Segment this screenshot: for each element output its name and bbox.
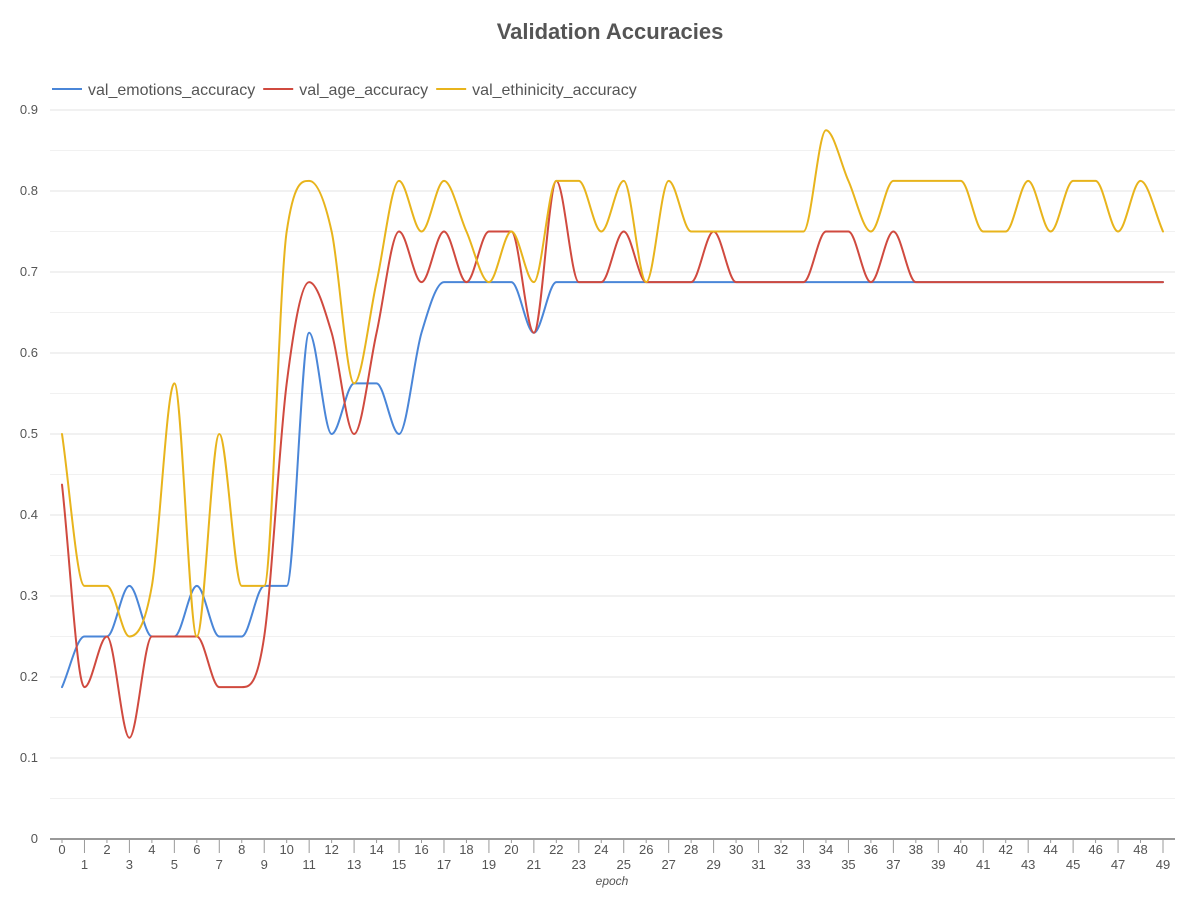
- x-tick-label: 26: [639, 842, 653, 857]
- x-tick-label: 40: [954, 842, 968, 857]
- gridlines: [50, 109, 1175, 799]
- legend: val_emotions_accuracy val_age_accuracy val…: [52, 82, 637, 99]
- x-tick-label: 17: [437, 857, 451, 872]
- x-tick-label: 22: [549, 842, 563, 857]
- x-tick-label: 11: [302, 857, 316, 872]
- x-tick-label: 44: [1043, 842, 1057, 857]
- x-tick-label: 5: [171, 857, 178, 872]
- y-tick-label: 0.4: [20, 507, 38, 522]
- x-tick-label: 41: [976, 857, 990, 872]
- x-tick-label: 13: [347, 857, 361, 872]
- x-tick-label: 43: [1021, 857, 1035, 872]
- x-tick-label: 33: [796, 857, 810, 872]
- x-tick-label: 2: [103, 842, 110, 857]
- x-tick-label: 34: [819, 842, 833, 857]
- y-tick-label: 0.9: [20, 102, 38, 117]
- x-tick-label: 20: [504, 842, 518, 857]
- series-line-val-age-accuracy: [61, 179, 1164, 739]
- x-tick-label: 47: [1111, 857, 1125, 872]
- x-tick-label: 18: [459, 842, 473, 857]
- x-tick-label: 32: [774, 842, 788, 857]
- x-tick-label: 46: [1088, 842, 1102, 857]
- x-tick-label: 25: [617, 857, 631, 872]
- chart-title: Validation Accuracies: [497, 19, 724, 44]
- y-tick-label: 0.7: [20, 264, 38, 279]
- x-tick-label: 15: [392, 857, 406, 872]
- y-tick-label: 0: [31, 831, 38, 846]
- x-tick-label: 42: [998, 842, 1012, 857]
- x-axis-label: epoch: [596, 874, 629, 888]
- x-tick-label: 38: [909, 842, 923, 857]
- x-tick-label: 1: [81, 857, 88, 872]
- x-tick-label: 6: [193, 842, 200, 857]
- x-tick-label: 10: [279, 842, 293, 857]
- x-tick-label: 45: [1066, 857, 1080, 872]
- y-tick-label: 0.3: [20, 588, 38, 603]
- x-tick-label: 28: [684, 842, 698, 857]
- series-lines: [61, 129, 1164, 739]
- y-axis: 0 0.1 0.2 0.3 0.4 0.5 0.6 0.7 0.8 0.9: [20, 102, 38, 846]
- y-tick-label: 0.2: [20, 669, 38, 684]
- x-tick-label: 21: [527, 857, 541, 872]
- x-tick-label: 37: [886, 857, 900, 872]
- x-tick-label: 36: [864, 842, 878, 857]
- x-tick-label: 30: [729, 842, 743, 857]
- x-tick-label: 19: [482, 857, 496, 872]
- x-tick-label: 49: [1156, 857, 1170, 872]
- x-tick-label: 8: [238, 842, 245, 857]
- y-tick-label: 0.6: [20, 345, 38, 360]
- x-tick-label: 29: [706, 857, 720, 872]
- y-tick-label: 0.8: [20, 183, 38, 198]
- x-tick-label: 7: [216, 857, 223, 872]
- x-tick-label: 0: [58, 842, 65, 857]
- x-tick-label: 48: [1133, 842, 1147, 857]
- x-tick-label: 27: [661, 857, 675, 872]
- legend-label-val-ethinicity-accuracy: val_ethinicity_accuracy: [472, 82, 637, 99]
- x-tick-label: 23: [572, 857, 586, 872]
- x-tick-label: 14: [369, 842, 383, 857]
- legend-label-val-emotions-accuracy: val_emotions_accuracy: [88, 82, 255, 99]
- x-axis: 0123456789101112131415161718192021222324…: [50, 838, 1175, 872]
- x-tick-label: 3: [126, 857, 133, 872]
- y-tick-label: 0.1: [20, 750, 38, 765]
- x-tick-label: 35: [841, 857, 855, 872]
- x-tick-label: 39: [931, 857, 945, 872]
- y-tick-label: 0.5: [20, 426, 38, 441]
- x-tick-label: 24: [594, 842, 608, 857]
- legend-label-val-age-accuracy: val_age_accuracy: [299, 82, 428, 99]
- series-line-val-ethinicity-accuracy: [61, 129, 1164, 638]
- x-tick-label: 31: [751, 857, 765, 872]
- x-tick-label: 16: [414, 842, 428, 857]
- x-tick-label: 12: [324, 842, 338, 857]
- x-tick-label: 9: [261, 857, 268, 872]
- x-tick-label: 4: [148, 842, 155, 857]
